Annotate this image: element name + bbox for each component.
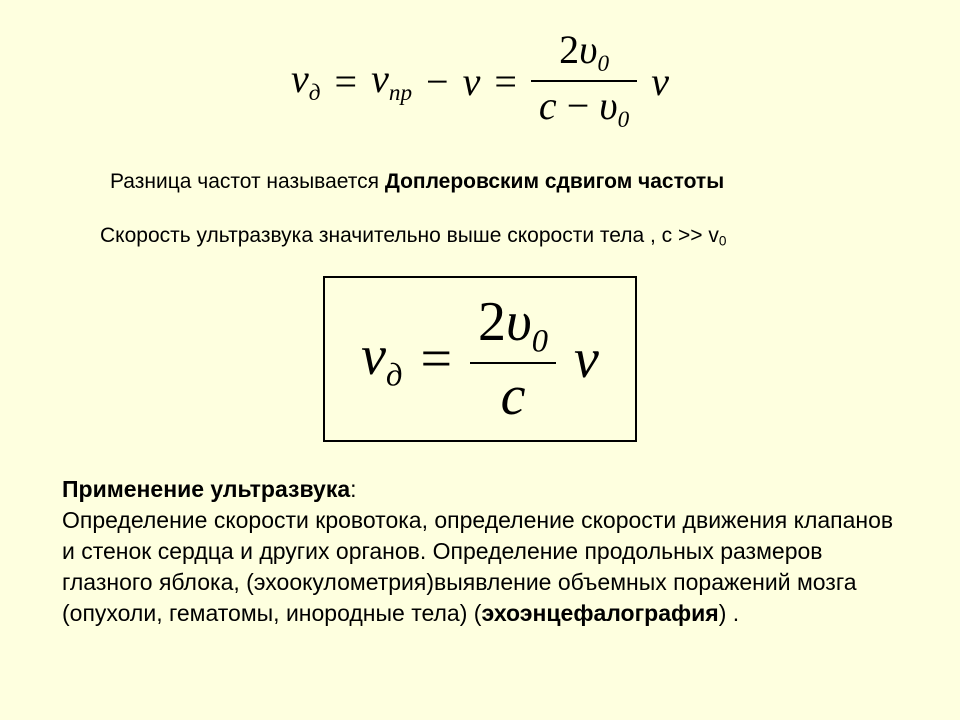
doppler-shift-term: Доплеровским сдвигом частоты [385,170,724,193]
minus-den: − [567,83,590,128]
speed-text: Скорость ультразвука значительно выше ск… [100,224,719,247]
sub-d: д [386,357,402,393]
fraction-1: 2υ0 c − υ0 [531,28,637,135]
sub-pr: пр [389,80,412,106]
nu-d: νд [291,55,321,107]
sub-zero: 0 [618,107,630,133]
sub-zero: 0 [532,323,548,359]
two: 2 [478,291,506,353]
two: 2 [559,27,579,72]
numerator: 2υ0 [551,28,617,78]
equals-2: = [494,58,517,105]
nu-symbol: ν [361,325,386,387]
denominator-c: c [493,366,534,426]
sub-zero: 0 [597,51,609,77]
boxed-formula-wrap: νд = 2υ0 c ν [0,276,960,442]
nu-symbol: ν [291,56,309,101]
equals: = [420,327,452,391]
speed-sentence: Скорость ультразвука значительно выше ск… [100,224,726,248]
nu-trailing: ν [574,327,599,391]
difference-sentence: Разница частот называется Доплеровским с… [110,170,724,194]
nu-d: νд [361,324,402,394]
upsilon: υ [599,83,617,128]
nu-symbol: ν [371,56,389,101]
denominator: c − υ0 [531,84,637,134]
echoencephalography: эхоэнцефалография [481,600,718,626]
sub-zero-inline: 0 [719,233,727,248]
applications-body: Определение скорости кровотока, определе… [62,507,893,626]
minus-1: − [426,58,449,105]
doppler-formula-full: νд = νпр − ν = 2υ0 c − υ0 ν [0,28,960,135]
applications-paragraph: Применение ультразвука: Определение скор… [62,474,898,629]
numerator: 2υ0 [470,292,556,360]
nu-pr: νпр [371,55,412,107]
nu-symbol: ν [463,58,481,105]
formula-row: νд = νпр − ν = 2υ0 c − υ0 ν [291,28,669,135]
c: c [539,83,557,128]
upsilon: υ [579,27,597,72]
fraction-bar [531,80,637,82]
applications-tail: ) . [719,600,739,626]
sub-d: д [309,80,321,106]
applications-title: Применение ультразвука [62,476,350,502]
formula-row: νд = 2υ0 c ν [361,292,599,426]
diff-prefix: Разница частот называется [110,170,385,193]
equals-1: = [335,58,358,105]
upsilon: υ [506,291,532,353]
colon: : [350,476,356,502]
fraction-2: 2υ0 c [470,292,556,426]
doppler-formula-simplified: νд = 2υ0 c ν [323,276,637,442]
fraction-bar [470,362,556,364]
nu-trailing: ν [651,58,669,105]
slide: νд = νпр − ν = 2υ0 c − υ0 ν [0,0,960,720]
